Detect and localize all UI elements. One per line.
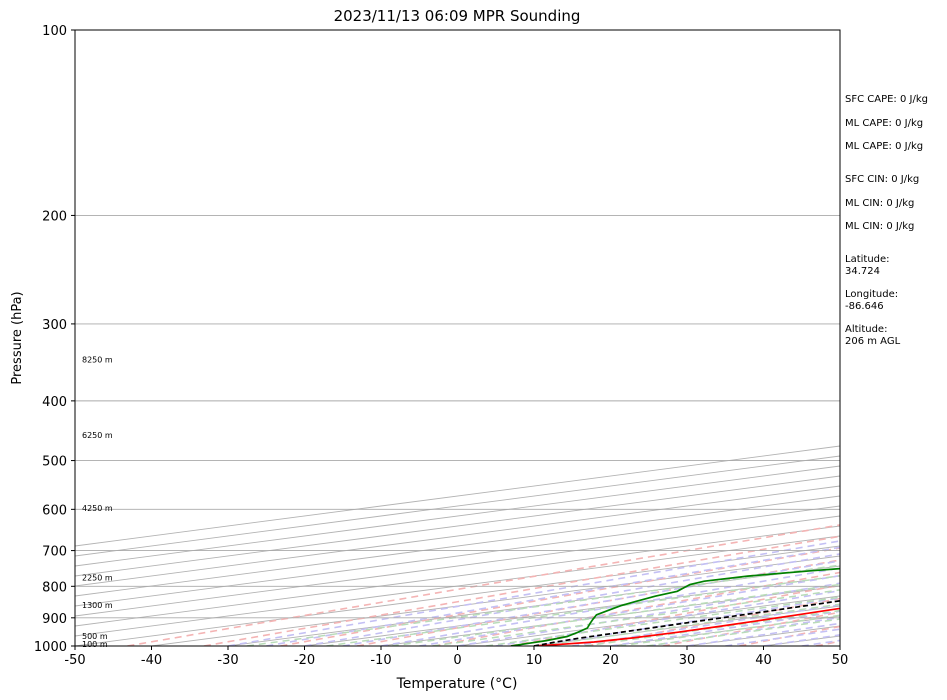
y-tick-label: 900: [42, 612, 67, 627]
dry-adiabat-line: [203, 535, 840, 646]
sfc-cin-text: SFC CIN: 0 J/kg: [845, 174, 919, 185]
mixing-ratio-line: [326, 575, 840, 646]
height-label: 100 m: [82, 640, 108, 649]
pressure-gridlines: [75, 30, 840, 646]
height-label: 500 m: [82, 632, 108, 641]
x-axis: -50 -40 -30 -20 -10 0 10 20 30 40 50: [64, 646, 848, 668]
x-axis-label: Temperature (°C): [396, 676, 518, 692]
isotherm-line: [75, 465, 840, 567]
isotherm-line: [75, 455, 840, 557]
y-tick-label: 700: [42, 545, 67, 560]
parcel-line: [533, 599, 840, 646]
x-tick-label: -10: [370, 653, 391, 668]
moist-adiabat-line: [342, 560, 840, 646]
ml-cape-text-2: ML CAPE: 0 J/kg: [845, 141, 923, 152]
longitude-value: -86.646: [845, 301, 884, 312]
sfc-cape-text: SFC CAPE: 0 J/kg: [845, 94, 928, 105]
y-axis: 100 200 300 400 500 600 700 800 900 1000: [34, 24, 75, 655]
moist-adiabat-line: [457, 582, 840, 646]
moist-adiabat-line: [304, 553, 840, 646]
moist-adiabat-line: [419, 574, 840, 646]
moist-adiabat-line: [533, 597, 840, 646]
y-axis-label: Pressure (hPa): [10, 291, 25, 384]
ml-cin-text: ML CIN: 0 J/kg: [845, 198, 914, 209]
dry-adiabat-line: [356, 559, 840, 646]
mixing-ratio-line: [619, 614, 840, 646]
y-tick-label: 400: [42, 395, 67, 410]
ml-cin-text-2: ML CIN: 0 J/kg: [845, 221, 914, 232]
plot-frame: [74, 29, 841, 647]
y-tick-label: 200: [42, 209, 67, 224]
isotherm-line: [75, 445, 840, 547]
altitude-value: 206 m AGL: [845, 336, 901, 347]
mixing-ratio-line: [485, 596, 840, 646]
x-tick-label: 0: [453, 653, 461, 668]
isotherm-line: [75, 485, 840, 587]
x-tick-label: -50: [64, 653, 85, 668]
y-tick-label: 500: [42, 455, 67, 470]
isotherm-line: [75, 515, 840, 617]
mixing-ratio-line: [537, 603, 840, 646]
isotherm-line: [75, 495, 840, 597]
height-label: 6250 m: [82, 431, 113, 440]
temperature-line: [533, 607, 840, 646]
isotherm-line: [75, 475, 840, 577]
height-label: 8250 m: [82, 355, 113, 364]
isotherm-line: [75, 525, 840, 627]
dewpoint-line: [510, 567, 840, 646]
mixing-ratio-line: [391, 583, 840, 646]
height-label: 4250 m: [82, 504, 113, 513]
altitude-label: Altitude:: [845, 324, 887, 335]
x-tick-label: -40: [141, 653, 162, 668]
mixing-ratio-line: [246, 564, 840, 646]
x-tick-label: 10: [526, 653, 543, 668]
isotherm-line: [75, 545, 840, 646]
y-tick-label: 300: [42, 318, 67, 333]
dry-adiabat-line: [433, 571, 840, 646]
x-tick-label: -20: [294, 653, 315, 668]
latitude-label: Latitude:: [845, 254, 890, 265]
height-label: 2250 m: [82, 574, 113, 583]
reference-lines: [75, 445, 840, 646]
y-tick-label: 100: [42, 24, 67, 39]
mixing-ratio-line: [432, 589, 840, 646]
moist-adiabat-line: [266, 546, 840, 646]
height-label: 1300 m: [82, 601, 113, 610]
longitude-label: Longitude:: [845, 289, 898, 300]
x-tick-label: 40: [755, 653, 772, 668]
chart-title: 2023/11/13 06:09 MPR Sounding: [334, 7, 581, 25]
x-tick-label: -30: [217, 653, 238, 668]
isotherm-line: [75, 535, 840, 637]
y-tick-label: 800: [42, 580, 67, 595]
mixing-ratio-line: [646, 618, 840, 646]
isotherm-line: [75, 505, 840, 607]
x-tick-label: 20: [602, 653, 619, 668]
ml-cape-text: ML CAPE: 0 J/kg: [845, 118, 923, 129]
x-tick-label: 50: [832, 653, 849, 668]
y-tick-label: 600: [42, 503, 67, 518]
mixing-ratio-line: [584, 609, 840, 646]
x-tick-label: 30: [679, 653, 696, 668]
moist-adiabat-line: [227, 540, 840, 646]
sounding-profiles: [510, 567, 840, 646]
dry-adiabat-line: [127, 524, 840, 646]
sounding-parameters: SFC CAPE: 0 J/kg ML CAPE: 0 J/kg ML CAPE…: [845, 94, 928, 347]
y-tick-label: 1000: [34, 640, 67, 655]
latitude-value: 34.724: [845, 266, 880, 277]
